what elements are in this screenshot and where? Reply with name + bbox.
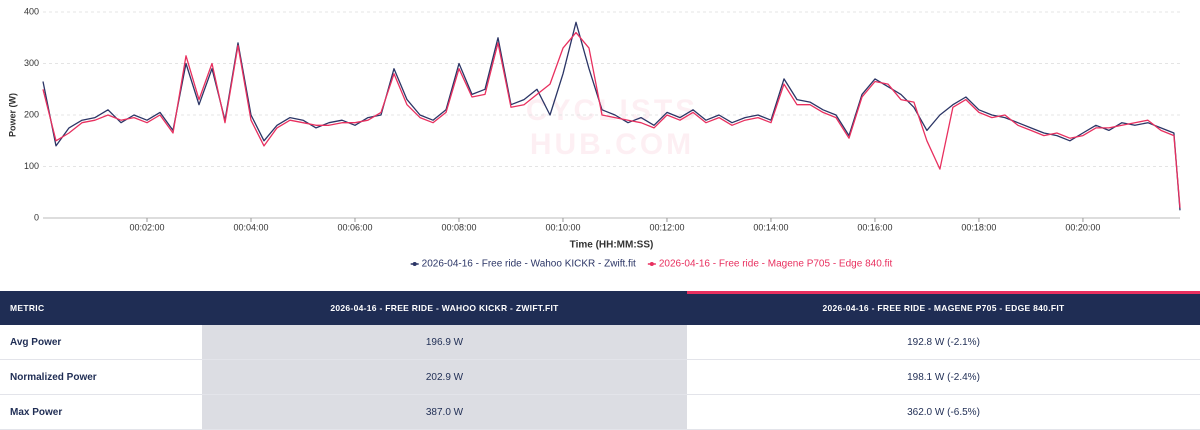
metric-value: 202.9 W bbox=[202, 359, 687, 395]
legend-dot bbox=[649, 262, 654, 266]
x-tick-label: 00:04:00 bbox=[233, 222, 268, 232]
metric-value: 387.0 W bbox=[202, 394, 687, 430]
x-tick-label: 00:02:00 bbox=[129, 222, 164, 232]
metric-value: 198.1 W (-2.4%) bbox=[687, 359, 1200, 395]
table-row: Normalized Power 202.9 W 198.1 W (-2.4%) bbox=[0, 359, 1200, 395]
metric-name: Normalized Power bbox=[0, 359, 202, 395]
metric-value: 362.0 W (-6.5%) bbox=[687, 394, 1200, 430]
metric-name: Avg Power bbox=[0, 325, 202, 360]
watermark: HUB.COM bbox=[530, 128, 694, 161]
metric-name: Max Power bbox=[0, 394, 202, 430]
column-header: 2026-04-16 - FREE RIDE - WAHOO KICKR - Z… bbox=[202, 291, 687, 325]
legend-label: 2026-04-16 - Free ride - Wahoo KICKR - Z… bbox=[422, 259, 636, 270]
y-axis-label: Power (W) bbox=[7, 93, 17, 137]
metrics-table: METRIC 2026-04-16 - FREE RIDE - WAHOO KIC… bbox=[0, 291, 1200, 430]
legend: 2026-04-16 - Free ride - Wahoo KICKR - Z… bbox=[410, 259, 893, 270]
x-tick-label: 00:06:00 bbox=[337, 222, 372, 232]
y-tick-label: 400 bbox=[24, 6, 39, 16]
table-row: Avg Power 196.9 W 192.8 W (-2.1%) bbox=[0, 325, 1200, 360]
legend-item: 2026-04-16 - Free ride - Magene P705 - E… bbox=[647, 259, 893, 270]
x-tick-label: 00:12:00 bbox=[649, 222, 684, 232]
column-header: METRIC bbox=[0, 291, 202, 325]
y-tick-label: 200 bbox=[24, 109, 39, 119]
x-tick-label: 00:14:00 bbox=[753, 222, 788, 232]
column-header: 2026-04-16 - FREE RIDE - MAGENE P705 - E… bbox=[687, 291, 1200, 325]
metric-value: 196.9 W bbox=[202, 325, 687, 360]
x-tick-label: 00:20:00 bbox=[1065, 222, 1100, 232]
table-row: Max Power 387.0 W 362.0 W (-6.5%) bbox=[0, 394, 1200, 430]
x-tick-label: 00:10:00 bbox=[545, 222, 580, 232]
x-axis-label: Time (HH:MM:SS) bbox=[570, 240, 654, 251]
legend-item: 2026-04-16 - Free ride - Wahoo KICKR - Z… bbox=[410, 259, 636, 270]
y-tick-label: 300 bbox=[24, 58, 39, 68]
x-tick-label: 00:16:00 bbox=[857, 222, 892, 232]
y-tick-label: 100 bbox=[24, 161, 39, 171]
page: CYCLISTS HUB.COM 0 100 200 300 400 00:02:00 00:0… bbox=[0, 6, 1200, 430]
header-row: METRIC 2026-04-16 - FREE RIDE - WAHOO KIC… bbox=[0, 291, 1200, 325]
watermark: CYCLISTS bbox=[526, 94, 698, 127]
x-tick-label: 00:18:00 bbox=[961, 222, 996, 232]
legend-label: 2026-04-16 - Free ride - Magene P705 - E… bbox=[659, 259, 893, 270]
x-tick-label: 00:08:00 bbox=[441, 222, 476, 232]
metric-value: 192.8 W (-2.1%) bbox=[687, 325, 1200, 360]
data-line bbox=[42, 31, 1181, 208]
y-tick-label: 0 bbox=[34, 212, 39, 222]
legend-dot bbox=[412, 262, 417, 266]
